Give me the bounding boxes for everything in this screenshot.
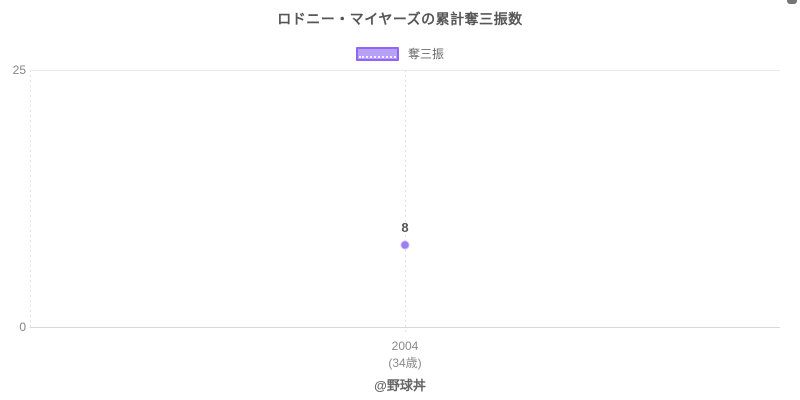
y-tick-0: 0 xyxy=(19,320,26,334)
x-tick-2004: 2004 (34歳) xyxy=(388,338,421,372)
y-tick-25: 25 xyxy=(12,63,26,77)
gridline-category-2004 xyxy=(405,70,406,335)
gridline-y-axis-left xyxy=(30,70,31,327)
legend-swatch-dash-pattern xyxy=(358,55,396,58)
corner-artifact-dot xyxy=(787,0,797,4)
legend-swatch xyxy=(355,46,399,61)
legend-label: 奪三振 xyxy=(407,47,444,61)
legend[interactable]: 奪三振 xyxy=(0,45,800,62)
x-tick-age: (34歳) xyxy=(388,356,422,370)
data-point-2004[interactable] xyxy=(400,240,410,250)
chart-title: ロドニー・マイヤーズの累計奪三振数 xyxy=(277,11,523,27)
x-tick-year: 2004 xyxy=(391,339,419,353)
footer-watermark: @野球丼 xyxy=(374,378,426,393)
data-point-value-label: 8 xyxy=(401,219,409,235)
